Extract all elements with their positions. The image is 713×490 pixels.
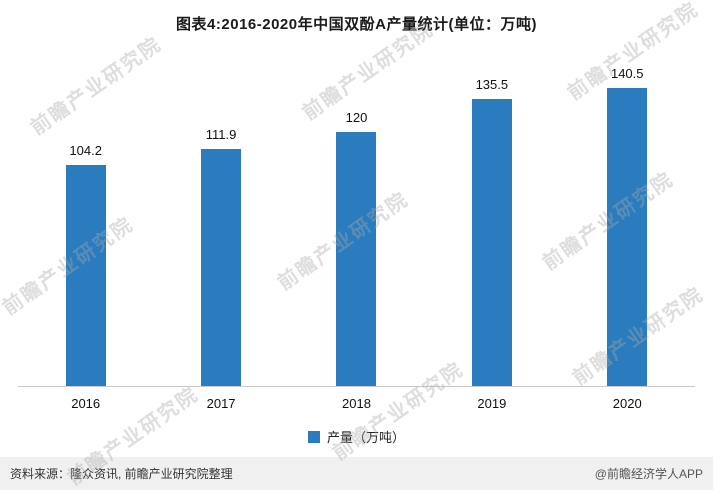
bar-value-label: 104.2 xyxy=(69,143,102,158)
bar-chart: 104.2 111.9 120 135.5 140.5 2016 2017 2018 2019… xyxy=(18,48,695,446)
bar xyxy=(65,165,106,386)
bar-column: 120 xyxy=(301,110,411,386)
bar-value-label: 135.5 xyxy=(475,77,509,92)
source-text: 资料来源：隆众资讯, 前瞻产业研究院整理 xyxy=(10,467,233,481)
bar xyxy=(471,99,512,386)
bar-value-label: 140.5 xyxy=(610,66,644,81)
bar-column: 135.5 xyxy=(437,77,547,386)
footer: 资料来源：隆众资讯, 前瞻产业研究院整理 @前瞻经济学人APP xyxy=(0,457,713,490)
legend-label: 产量（万吨） xyxy=(326,430,405,445)
chart-title: 图表4:2016-2020年中国双酚A产量统计(单位：万吨) xyxy=(176,16,537,33)
bar xyxy=(607,88,648,386)
x-axis-label: 2016 xyxy=(71,396,101,411)
x-axis-label: 2017 xyxy=(206,396,236,411)
bar xyxy=(336,132,377,386)
bar xyxy=(201,149,242,386)
x-axis-label: 2020 xyxy=(612,396,642,411)
x-axis-label: 2018 xyxy=(342,396,371,411)
plot-area: 104.2 111.9 120 135.5 140.5 xyxy=(18,48,695,387)
x-axis-labels: 2016 2017 2018 2019 2020 xyxy=(18,387,695,411)
chart-legend: 产量（万吨） xyxy=(18,427,695,446)
bar-column: 104.2 xyxy=(31,143,141,386)
credit-text: @前瞻经济学人APP xyxy=(594,467,703,481)
legend-swatch-icon xyxy=(307,430,320,443)
bar-value-label: 120 xyxy=(345,110,368,125)
bar-value-label: 111.9 xyxy=(205,127,237,142)
x-axis-label: 2019 xyxy=(477,396,507,411)
bar-column: 140.5 xyxy=(572,66,682,386)
bar-column: 111.9 xyxy=(166,127,276,386)
